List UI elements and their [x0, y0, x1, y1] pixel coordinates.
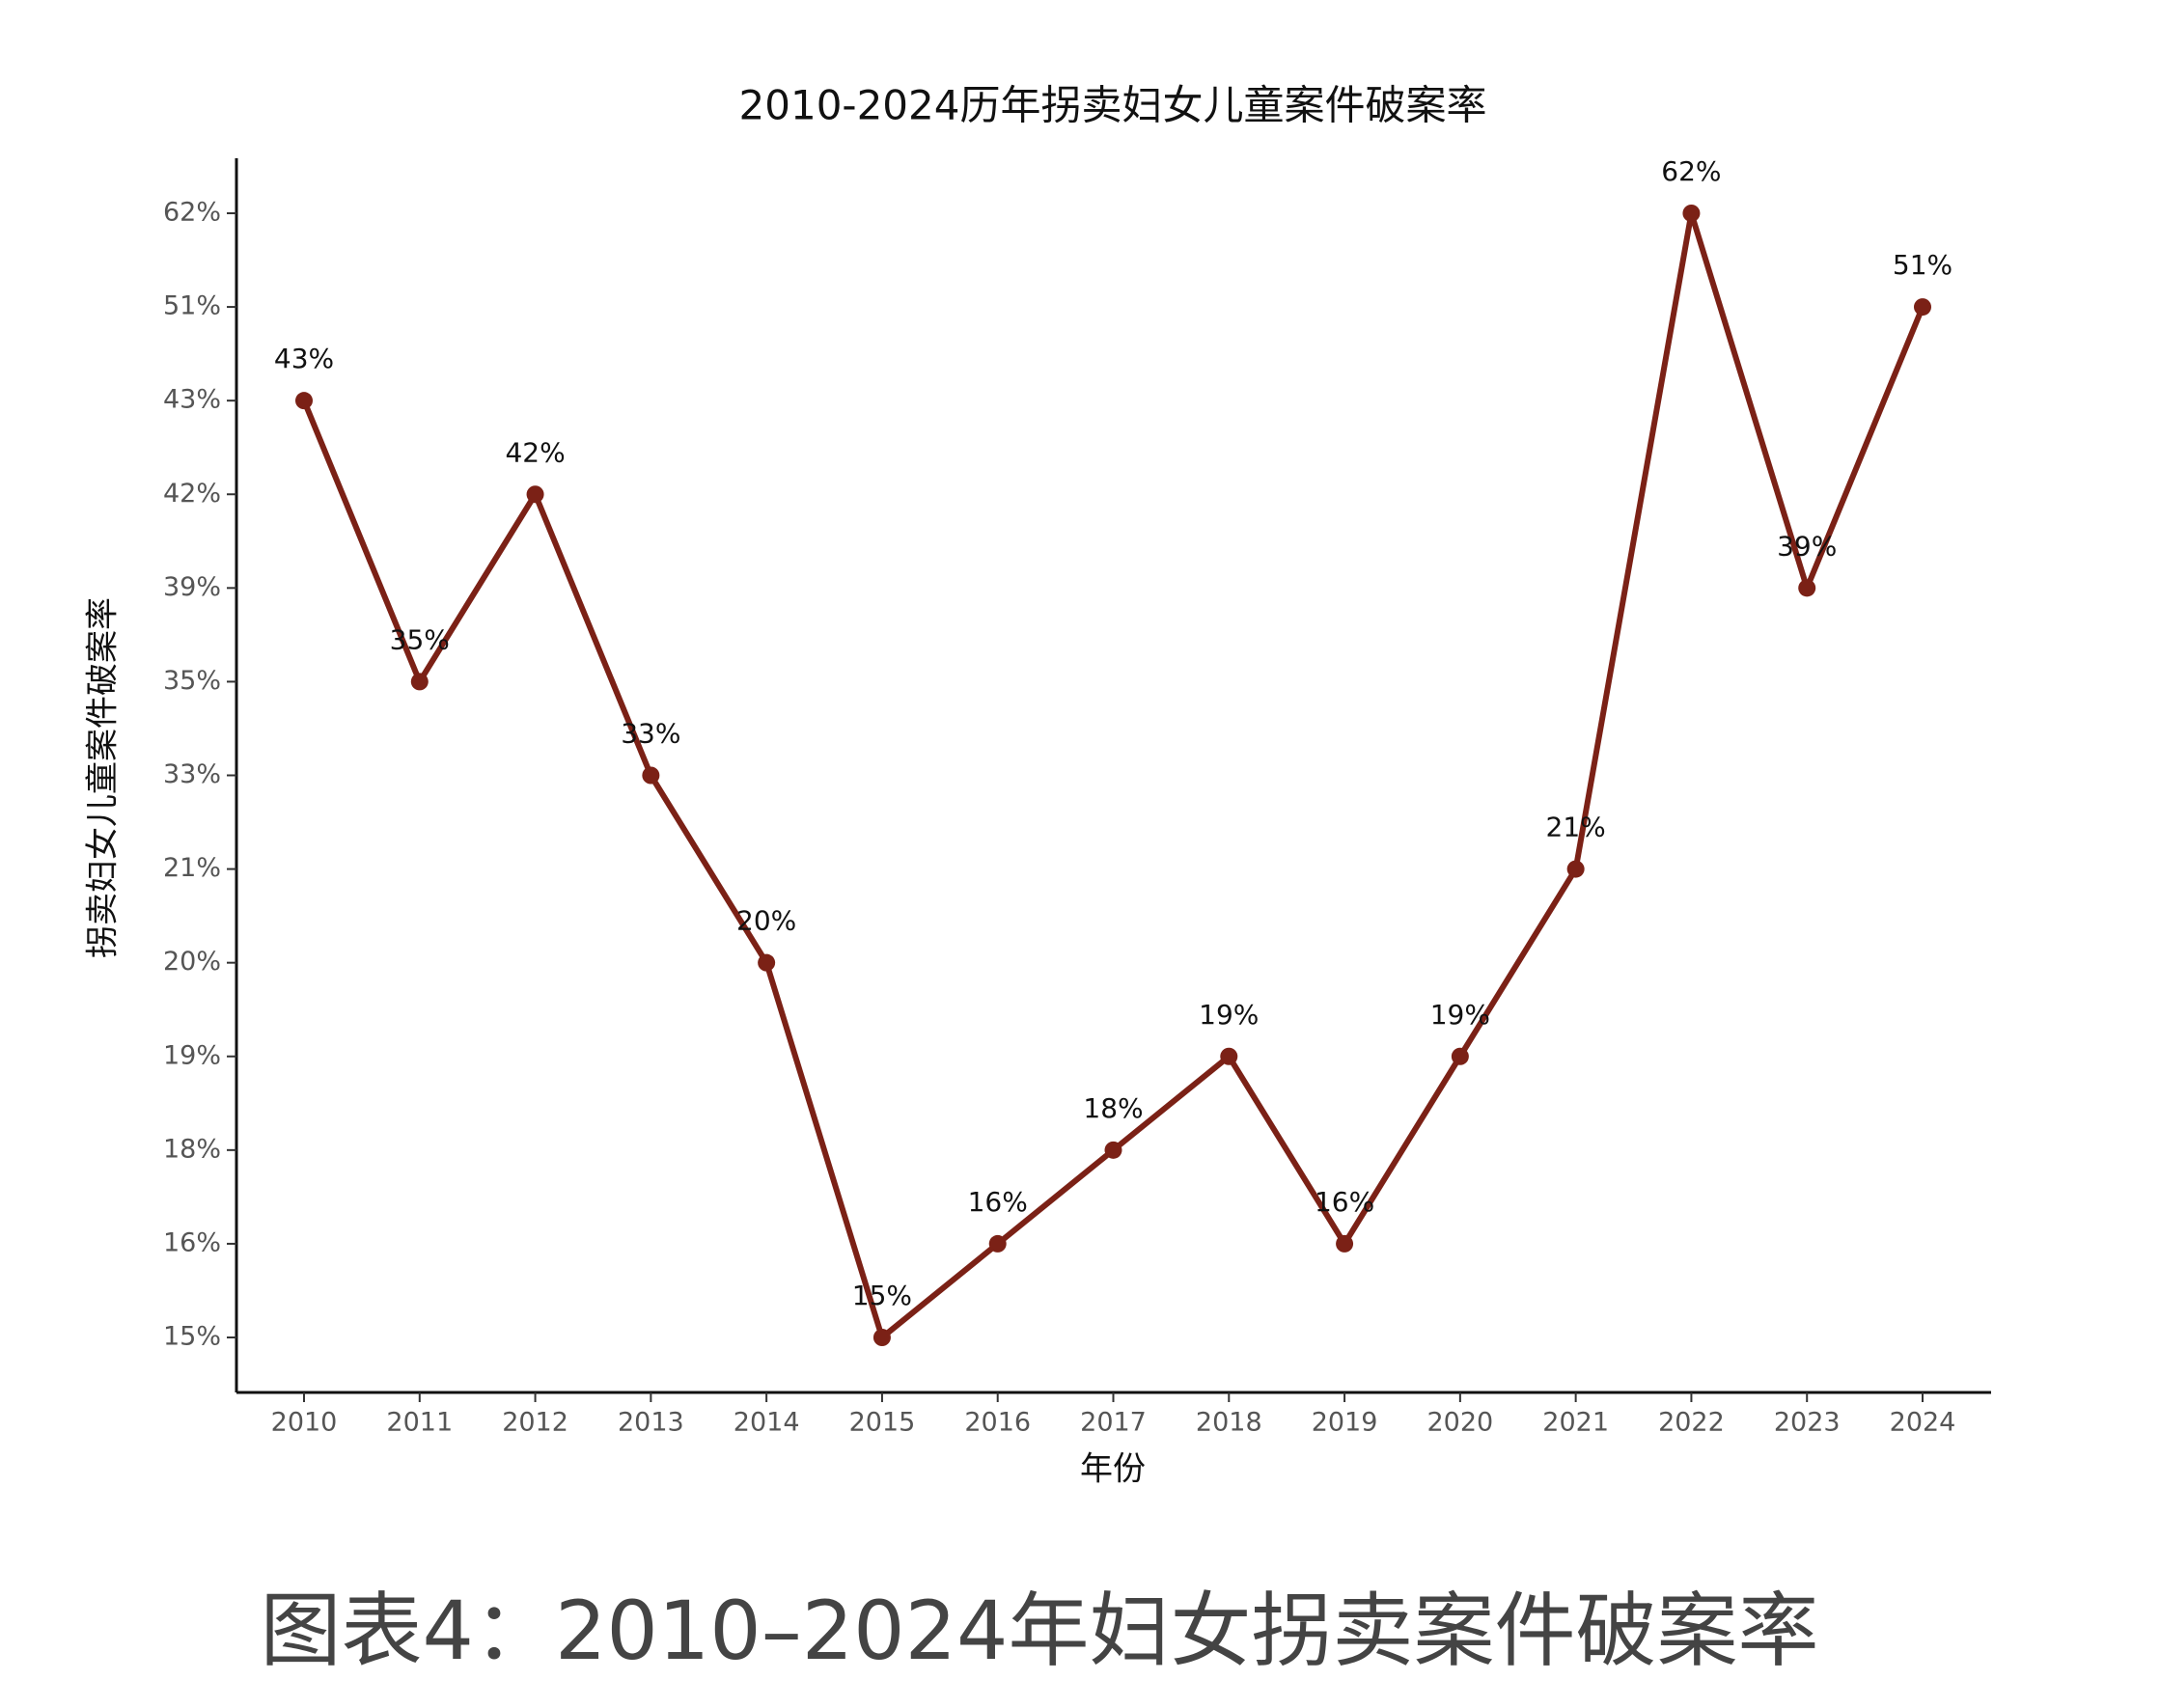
- x-tick-label: 2019: [1312, 1408, 1378, 1438]
- data-label: 16%: [1315, 1186, 1374, 1218]
- x-tick-label: 2020: [1426, 1408, 1493, 1438]
- data-point: [988, 1234, 1007, 1253]
- data-label: 62%: [1661, 155, 1721, 187]
- y-tick-label: 20%: [163, 947, 221, 977]
- data-point: [1682, 205, 1701, 222]
- data-point: [1220, 1047, 1238, 1065]
- data-label: 19%: [1199, 999, 1259, 1031]
- y-axis-label: 拐卖妇女儿童案件破案率: [84, 597, 123, 958]
- x-tick-label: 2011: [386, 1408, 453, 1438]
- y-tick-label: 35%: [163, 666, 221, 696]
- x-tick-label: 2016: [964, 1408, 1031, 1438]
- y-tick-label: 19%: [163, 1040, 221, 1070]
- data-point: [1914, 298, 1931, 317]
- data-point: [410, 673, 429, 691]
- data-label: 33%: [621, 718, 680, 750]
- x-tick-label: 2022: [1658, 1408, 1725, 1438]
- data-point: [1104, 1141, 1122, 1159]
- data-label: 42%: [505, 436, 565, 468]
- data-label: 19%: [1430, 999, 1490, 1031]
- data-point: [642, 766, 660, 785]
- chart-title: 2010-2024历年拐卖妇女儿童案件破案率: [739, 82, 1487, 129]
- data-point: [1566, 860, 1585, 878]
- data-label: 43%: [274, 343, 334, 374]
- data-label: 18%: [1083, 1092, 1143, 1124]
- y-tick-label: 16%: [163, 1227, 221, 1257]
- data-point: [1336, 1234, 1354, 1253]
- x-tick-label: 2023: [1774, 1408, 1841, 1438]
- y-tick-label: 15%: [163, 1322, 221, 1352]
- x-tick-label: 2013: [618, 1408, 684, 1438]
- x-tick-label: 2015: [849, 1408, 916, 1438]
- data-point: [1451, 1047, 1469, 1065]
- data-label: 51%: [1893, 249, 1952, 281]
- x-axis-label: 年份: [1080, 1450, 1146, 1489]
- data-label: 20%: [736, 905, 796, 937]
- y-tick-label: 33%: [163, 759, 221, 789]
- y-tick-label: 42%: [163, 479, 221, 509]
- y-tick-label: 43%: [163, 385, 221, 415]
- data-point: [526, 485, 544, 504]
- data-point: [872, 1329, 891, 1346]
- x-tick-label: 2017: [1080, 1408, 1147, 1438]
- data-label: 16%: [968, 1186, 1028, 1218]
- data-point: [295, 392, 313, 410]
- x-tick-label: 2010: [271, 1408, 338, 1438]
- data-point: [1798, 579, 1816, 597]
- caption: 图表4：2010–2024年妇女拐卖案件破案率: [261, 1584, 1819, 1678]
- data-point: [758, 953, 776, 972]
- data-label: 39%: [1777, 530, 1837, 562]
- x-tick-label: 2024: [1890, 1408, 1956, 1438]
- x-tick-label: 2014: [734, 1408, 800, 1438]
- y-tick-label: 62%: [163, 198, 221, 228]
- y-tick-label: 51%: [163, 291, 221, 321]
- x-tick-label: 2021: [1542, 1408, 1609, 1438]
- x-tick-label: 2012: [502, 1408, 568, 1438]
- y-tick-label: 21%: [163, 853, 221, 883]
- data-label: 15%: [852, 1280, 912, 1311]
- data-label: 35%: [390, 623, 450, 655]
- y-tick-label: 39%: [163, 572, 221, 602]
- y-tick-label: 18%: [163, 1134, 221, 1164]
- data-label: 21%: [1546, 812, 1606, 843]
- data-line: [301, 210, 1925, 1340]
- x-tick-label: 2018: [1196, 1408, 1262, 1438]
